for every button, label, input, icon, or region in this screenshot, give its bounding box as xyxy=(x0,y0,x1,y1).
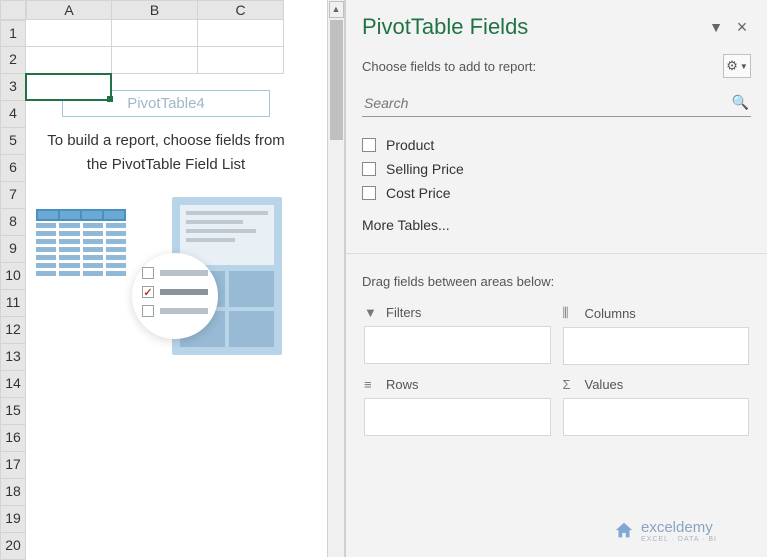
search-box: 🔍 xyxy=(362,90,751,117)
field-item-cost-price[interactable]: Cost Price xyxy=(362,181,751,205)
row-header[interactable]: 15 xyxy=(0,398,26,425)
filter-icon: ▼ xyxy=(364,305,380,320)
fields-pane-header: PivotTable Fields ▼ × xyxy=(346,0,767,48)
vertical-scrollbar[interactable]: ▲ xyxy=(327,0,344,557)
row-header[interactable]: 17 xyxy=(0,452,26,479)
cell[interactable] xyxy=(26,47,112,74)
field-label: Selling Price xyxy=(386,161,464,177)
row-header[interactable]: 11 xyxy=(0,290,26,317)
scroll-thumb[interactable] xyxy=(330,20,343,140)
cell[interactable] xyxy=(112,47,198,74)
fields-subtitle: Choose fields to add to report: xyxy=(362,59,723,74)
pivottable-fields-pane: PivotTable Fields ▼ × Choose fields to a… xyxy=(345,0,767,557)
close-icon[interactable]: × xyxy=(733,17,751,38)
row-header[interactable]: 18 xyxy=(0,479,26,506)
graphic-checklist-circle: ✓ xyxy=(132,253,218,339)
row-header[interactable]: 2 xyxy=(0,47,26,74)
columns-icon: ⫼ xyxy=(563,305,579,321)
cell[interactable] xyxy=(26,20,112,47)
pivot-graphic: ✓ xyxy=(32,207,300,447)
columns-dropzone[interactable] xyxy=(563,327,750,365)
col-header-C[interactable]: C xyxy=(198,0,284,20)
pivot-placeholder: PivotTable4 To build a report, choose fi… xyxy=(26,74,306,455)
cell[interactable] xyxy=(112,20,198,47)
field-item-product[interactable]: Product xyxy=(362,133,751,157)
search-input[interactable] xyxy=(362,90,751,117)
row-header[interactable]: 7 xyxy=(0,182,26,209)
cell[interactable] xyxy=(198,47,284,74)
columns-area: ⫼ Columns xyxy=(557,297,756,369)
chevron-down-icon: ▼ xyxy=(740,62,748,71)
row-headers: 1 2 3 4 5 6 7 8 9 10 11 12 13 14 15 16 1… xyxy=(0,20,26,560)
house-icon xyxy=(613,520,635,542)
dropdown-icon[interactable]: ▼ xyxy=(707,19,725,35)
values-dropzone[interactable] xyxy=(563,398,750,436)
watermark: exceldemy EXCEL · DATA · BI xyxy=(613,519,717,543)
graphic-source-table xyxy=(36,209,126,279)
row-header[interactable]: 4 xyxy=(0,101,26,128)
row-header[interactable]: 5 xyxy=(0,128,26,155)
gear-icon: ⚙ xyxy=(726,58,738,74)
field-label: Product xyxy=(386,137,434,153)
row-header[interactable]: 13 xyxy=(0,344,26,371)
col-header-A[interactable]: A xyxy=(26,0,112,20)
scroll-up-button[interactable]: ▲ xyxy=(329,1,344,18)
row-header[interactable]: 1 xyxy=(0,20,26,47)
values-area: Σ Values xyxy=(557,369,756,440)
areas-grid: ▼ Filters ⫼ Columns ≡ Rows Σ Values xyxy=(346,297,767,440)
area-label: Rows xyxy=(386,377,419,392)
filters-area: ▼ Filters xyxy=(358,297,557,369)
row-header[interactable]: 12 xyxy=(0,317,26,344)
rows-area: ≡ Rows xyxy=(358,369,557,440)
rows-icon: ≡ xyxy=(364,377,380,392)
area-label: Filters xyxy=(386,305,421,320)
checkbox[interactable] xyxy=(362,186,376,200)
row-header[interactable]: 9 xyxy=(0,236,26,263)
column-headers: A B C xyxy=(26,0,284,20)
fill-handle[interactable] xyxy=(107,96,113,102)
sigma-icon: Σ xyxy=(563,377,579,392)
col-header-B[interactable]: B xyxy=(112,0,198,20)
select-all-corner[interactable] xyxy=(0,0,26,20)
field-label: Cost Price xyxy=(386,185,451,201)
area-label: Columns xyxy=(585,306,636,321)
pivot-instruction: To build a report, choose fields from th… xyxy=(32,129,300,177)
row-header[interactable]: 19 xyxy=(0,506,26,533)
gear-button[interactable]: ⚙▼ xyxy=(723,54,751,78)
checkbox[interactable] xyxy=(362,138,376,152)
filters-dropzone[interactable] xyxy=(364,326,551,364)
spreadsheet-area: A B C 1 2 3 4 5 6 7 8 9 10 11 12 13 14 1… xyxy=(0,0,345,557)
cell[interactable] xyxy=(198,20,284,47)
more-tables-link[interactable]: More Tables... xyxy=(346,209,767,253)
row-header[interactable]: 8 xyxy=(0,209,26,236)
field-item-selling-price[interactable]: Selling Price xyxy=(362,157,751,181)
fields-pane-subheader: Choose fields to add to report: ⚙▼ xyxy=(346,48,767,84)
area-label: Values xyxy=(585,377,624,392)
row-header[interactable]: 3 xyxy=(0,74,26,101)
watermark-tag: EXCEL · DATA · BI xyxy=(641,536,717,543)
fields-pane-title: PivotTable Fields xyxy=(362,14,699,40)
row-header[interactable]: 6 xyxy=(0,155,26,182)
areas-instruction: Drag fields between areas below: xyxy=(346,253,767,297)
row-header[interactable]: 20 xyxy=(0,533,26,560)
watermark-brand: exceldemy xyxy=(641,519,717,536)
checkbox[interactable] xyxy=(362,162,376,176)
rows-dropzone[interactable] xyxy=(364,398,551,436)
search-icon: 🔍 xyxy=(732,94,749,111)
fields-list: Product Selling Price Cost Price xyxy=(346,123,767,209)
row-header[interactable]: 10 xyxy=(0,263,26,290)
active-cell-A3[interactable] xyxy=(25,73,112,101)
row-header[interactable]: 14 xyxy=(0,371,26,398)
row-header[interactable]: 16 xyxy=(0,425,26,452)
